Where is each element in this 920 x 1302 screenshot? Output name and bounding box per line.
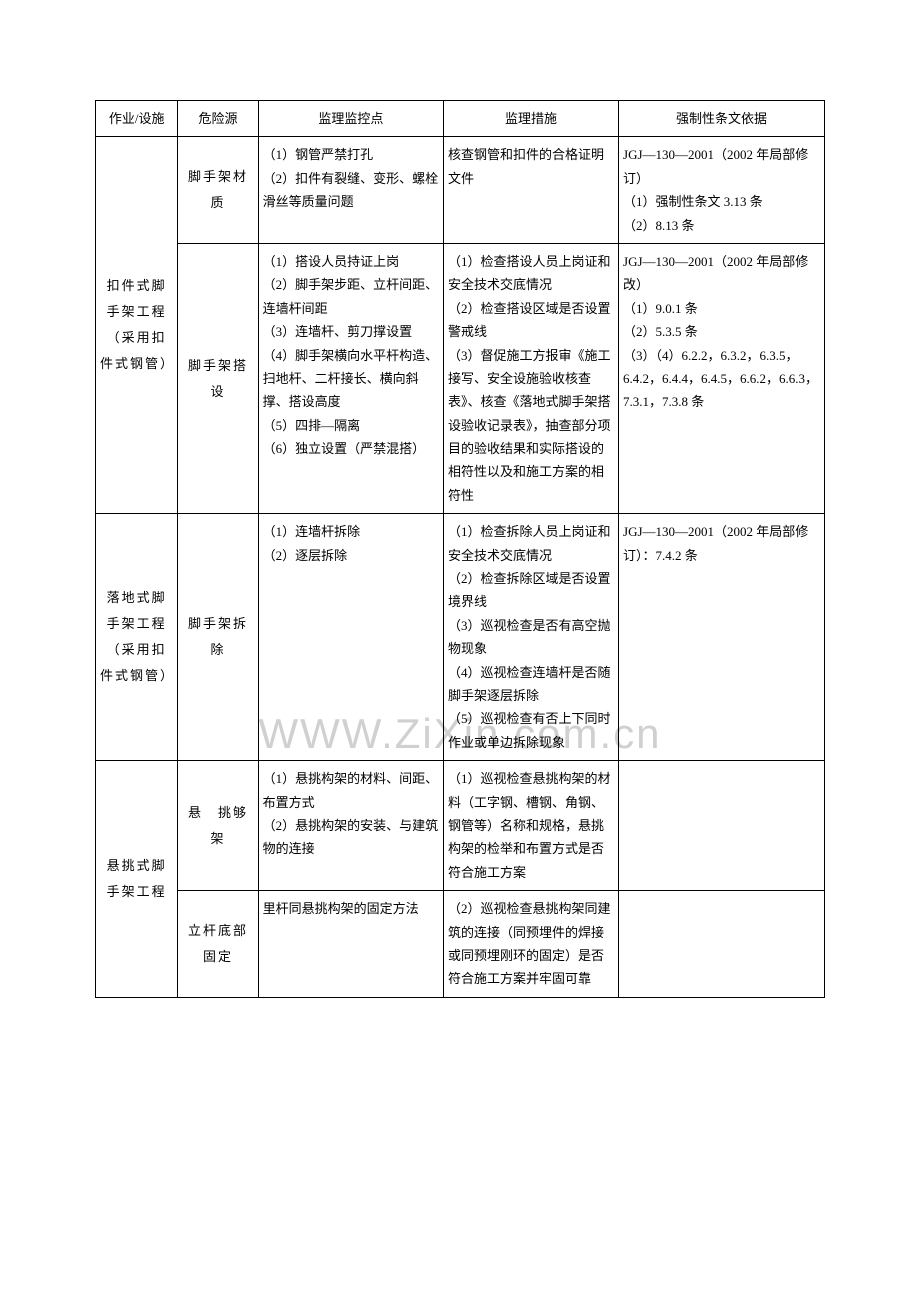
measure-cell: （2）巡视检查悬挑构架同建筑的连接（同预埋件的焊接或同预埋刚环的固定）是否符合施… (444, 891, 619, 998)
basis-cell (619, 761, 825, 891)
basis-cell: JGJ—130—2001（2002 年局部修订）：7.4.2 条 (619, 514, 825, 761)
measure-cell: （1）巡视检查悬挑构架的材料（工字钢、槽钢、角钢、钢管等）名称和规格，悬挑构架的… (444, 761, 619, 891)
basis-cell: JGJ—130—2001（2002 年局部修订）（1）强制性条文 3.13 条（… (619, 137, 825, 244)
hazard-cell: 立杆底部固定 (178, 891, 258, 998)
measure-cell: （1）检查搭设人员上岗证和安全技术交底情况（2）检查搭设区域是否设置警戒线（3）… (444, 243, 619, 513)
table-row: 落地式脚手架工程（采用扣件式钢管） 脚手架拆 除 （1）连墙杆拆除（2）逐层拆除… (96, 514, 825, 761)
hazard-cell: 脚手架拆 除 (178, 514, 258, 761)
table-row: 悬挑式脚手架工程 悬 挑够 架 （1）悬挑构架的材料、间距、布置方式（2）悬挑构… (96, 761, 825, 891)
facility-cell: 悬挑式脚手架工程 (96, 761, 178, 998)
header-basis: 强制性条文依据 (619, 101, 825, 137)
hazard-cell: 悬 挑够 架 (178, 761, 258, 891)
control-cell: （1）搭设人员持证上岗（2）脚手架步距、立杆间距、连墙杆间距（3）连墙杆、剪刀撑… (258, 243, 443, 513)
document-container: WWW.ZiXin.com.cn 作业/设施 危险源 监理监控点 监理措施 强制… (95, 100, 825, 998)
header-hazard: 危险源 (178, 101, 258, 137)
basis-cell: JGJ—130—2001（2002 年局部修改）（1）9.0.1 条（2）5.3… (619, 243, 825, 513)
table-row: 脚手架搭 设 （1）搭设人员持证上岗（2）脚手架步距、立杆间距、连墙杆间距（3）… (96, 243, 825, 513)
table-row: 立杆底部固定 里杆同悬挑构架的固定方法 （2）巡视检查悬挑构架同建筑的连接（同预… (96, 891, 825, 998)
header-measure: 监理措施 (444, 101, 619, 137)
control-cell: （1）连墙杆拆除（2）逐层拆除 (258, 514, 443, 761)
hazard-cell: 脚手架材 质 (178, 137, 258, 244)
main-table: 作业/设施 危险源 监理监控点 监理措施 强制性条文依据 扣件式脚手架工程（采用… (95, 100, 825, 998)
facility-cell: 落地式脚手架工程（采用扣件式钢管） (96, 514, 178, 761)
control-cell: （1）钢管严禁打孔（2）扣件有裂缝、变形、螺栓滑丝等质量问题 (258, 137, 443, 244)
hazard-cell: 脚手架搭 设 (178, 243, 258, 513)
basis-cell (619, 891, 825, 998)
control-cell: （1）悬挑构架的材料、间距、布置方式（2）悬挑构架的安装、与建筑物的连接 (258, 761, 443, 891)
control-cell: 里杆同悬挑构架的固定方法 (258, 891, 443, 998)
table-row: 扣件式脚手架工程（采用扣件式钢管） 脚手架材 质 （1）钢管严禁打孔（2）扣件有… (96, 137, 825, 244)
facility-cell: 扣件式脚手架工程（采用扣件式钢管） (96, 137, 178, 514)
measure-cell: （1）检查拆除人员上岗证和安全技术交底情况（2）检查拆除区域是否设置境界线（3）… (444, 514, 619, 761)
header-control: 监理监控点 (258, 101, 443, 137)
table-header-row: 作业/设施 危险源 监理监控点 监理措施 强制性条文依据 (96, 101, 825, 137)
header-facility: 作业/设施 (96, 101, 178, 137)
measure-cell: 核查钢管和扣件的合格证明文件 (444, 137, 619, 244)
